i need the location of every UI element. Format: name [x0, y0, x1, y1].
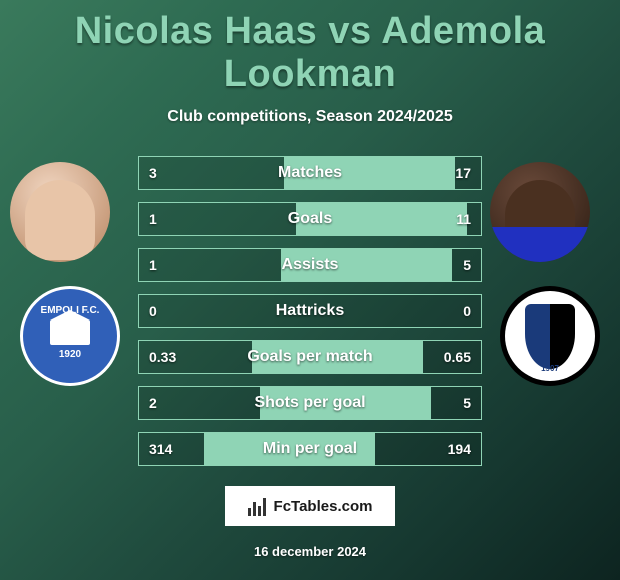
stat-value-right: 194 [448, 441, 471, 457]
stat-label: Min per goal [139, 440, 481, 458]
club2-year: 1907 [541, 364, 559, 373]
stat-bar: Goals per match0.33 0.65 [138, 340, 482, 374]
player2-club-logo: 1907 [500, 286, 600, 386]
stat-value-left: 0 [149, 303, 157, 319]
stat-value-left: 0.33 [149, 349, 176, 365]
stat-bar: Min per goal314 194 [138, 432, 482, 466]
stat-bar: Hattricks0 0 [138, 294, 482, 328]
stat-label: Shots per goal [139, 394, 481, 412]
club1-year: 1920 [59, 349, 81, 360]
brand-logo: FcTables.com [225, 486, 395, 526]
stat-label: Hattricks [139, 302, 481, 320]
stat-label: Assists [139, 256, 481, 274]
player1-photo [10, 162, 110, 262]
player1-club-logo: EMPOLI F.C. 1920 [20, 286, 120, 386]
stat-bar: Goals111 [138, 202, 482, 236]
stat-bar: Matches3 17 [138, 156, 482, 190]
subtitle: Club competitions, Season 2024/2025 [0, 108, 620, 126]
stat-value-right: 5 [463, 257, 471, 273]
atalanta-badge-icon: 1907 [505, 291, 595, 381]
stat-value-left: 314 [149, 441, 172, 457]
stat-label: Matches [139, 164, 481, 182]
stat-value-left: 1 [149, 211, 157, 227]
player2-photo [490, 162, 590, 262]
stat-value-left: 3 [149, 165, 157, 181]
stat-value-right: 0.65 [444, 349, 471, 365]
stat-value-left: 2 [149, 395, 157, 411]
empoli-badge-icon: EMPOLI F.C. 1920 [20, 286, 120, 386]
stat-bar: Shots per goal2 5 [138, 386, 482, 420]
stat-value-right: 11 [456, 211, 471, 227]
player2-silhouette [490, 162, 590, 262]
page-title: Nicolas Haas vs Ademola Lookman [0, 0, 620, 96]
stat-label: Goals per match [139, 348, 481, 366]
stats-bars-container: Matches317Goals111Assists15Hattricks00Go… [138, 156, 482, 466]
bar-chart-icon [248, 496, 268, 516]
stat-value-right: 0 [463, 303, 471, 319]
comparison-card: Nicolas Haas vs Ademola Lookman Club com… [0, 0, 620, 580]
report-date: 16 december 2024 [0, 544, 620, 559]
stat-label: Goals [139, 210, 481, 228]
brand-text: FcTables.com [274, 498, 373, 515]
stat-value-right: 5 [463, 395, 471, 411]
player1-silhouette [10, 162, 110, 262]
content-area: EMPOLI F.C. 1920 1907 Matches317Goals111… [0, 156, 620, 466]
stat-value-right: 17 [455, 165, 471, 181]
empoli-building-icon [50, 320, 90, 345]
stat-bar: Assists1 5 [138, 248, 482, 282]
stat-value-left: 1 [149, 257, 157, 273]
